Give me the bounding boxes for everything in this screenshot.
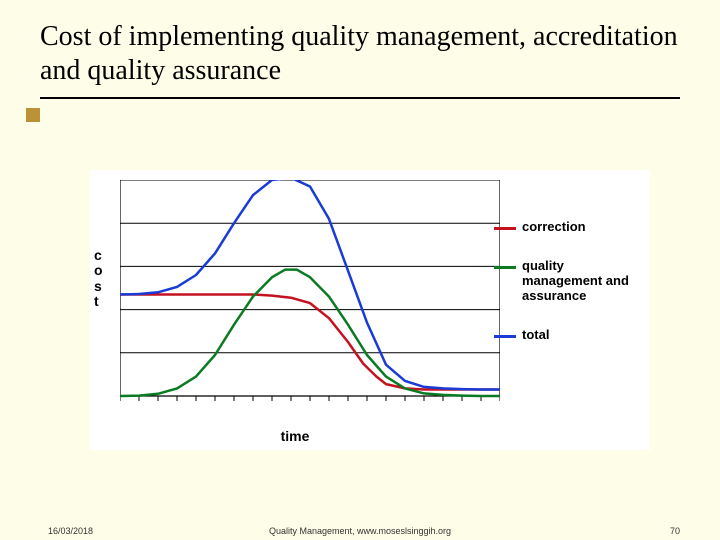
legend-label: quality management and assurance bbox=[522, 259, 642, 304]
ylabel-char: s bbox=[94, 279, 103, 294]
legend-item-correction: correction bbox=[494, 220, 642, 235]
ylabel-char: c bbox=[94, 248, 103, 263]
legend: correction quality management and assura… bbox=[494, 220, 642, 367]
page-title: Cost of implementing quality management,… bbox=[40, 20, 680, 87]
slide: Cost of implementing quality management,… bbox=[0, 0, 720, 540]
legend-swatch bbox=[494, 335, 516, 338]
title-underline bbox=[40, 97, 680, 99]
plot-area bbox=[120, 180, 500, 410]
footer-center: Quality Management, www.moseslsinggih.or… bbox=[0, 526, 720, 536]
legend-swatch bbox=[494, 227, 516, 230]
legend-item-quality: quality management and assurance bbox=[494, 259, 642, 304]
legend-label: correction bbox=[522, 220, 586, 235]
legend-item-total: total bbox=[494, 328, 642, 343]
legend-swatch bbox=[494, 266, 516, 269]
chart-svg bbox=[120, 180, 500, 410]
legend-label: total bbox=[522, 328, 549, 343]
ylabel-char: o bbox=[94, 263, 103, 278]
cost-chart: c o s t correction quality management an… bbox=[90, 170, 650, 450]
footer-page: 70 bbox=[670, 526, 680, 536]
accent-square bbox=[26, 108, 40, 122]
y-axis-label: c o s t bbox=[94, 248, 103, 310]
x-axis-label: time bbox=[90, 428, 500, 444]
ylabel-char: t bbox=[94, 294, 103, 309]
